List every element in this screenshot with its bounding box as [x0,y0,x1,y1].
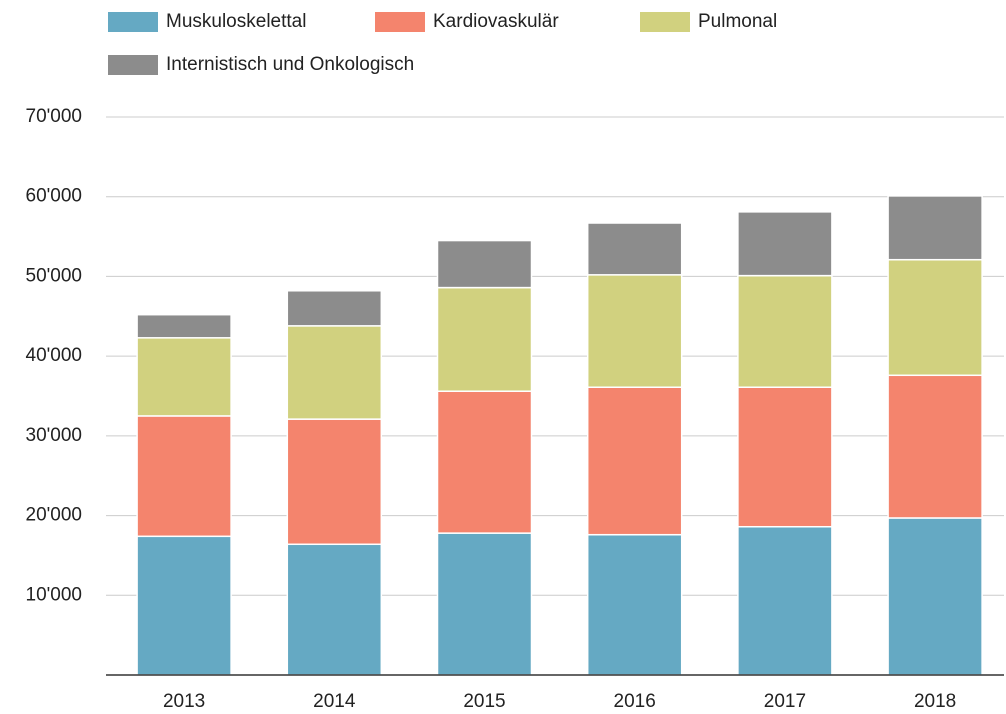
bar-segment [436,286,533,392]
bar-segment [887,517,983,676]
x-tick-label: 2015 [463,691,505,712]
bar-segment [887,258,983,377]
bar-segment [737,386,833,528]
y-tick-label: 10'000 [26,584,82,605]
bar-segment [136,337,232,417]
x-tick-label: 2013 [163,691,205,712]
bar-segment [286,543,383,676]
y-tick-label: 60'000 [26,186,82,207]
bar-segment [286,418,383,546]
bar-segment [887,374,983,519]
bar-segment [586,274,683,388]
bar-segment [436,532,533,676]
legend-swatch [375,12,425,32]
y-tick-label: 70'000 [26,106,82,127]
legend-label: Pulmonal [698,11,777,32]
bar-segment [436,390,533,534]
legend-label: Muskuloskelettal [166,11,306,32]
bar-segment [586,533,683,676]
bar-segment [136,415,232,538]
bar-segment [286,290,383,327]
bar-segment [586,386,683,536]
bar-segment [136,535,232,676]
bar-segment [737,525,833,676]
legend-swatch [640,12,690,32]
x-tick-label: 2014 [313,691,356,712]
bar-segment [136,313,232,339]
y-tick-label: 30'000 [26,425,82,446]
bar-segment [737,274,833,388]
y-tick-label: 50'000 [26,265,82,286]
x-tick-label: 2017 [764,691,806,712]
bar-segment [887,195,983,261]
x-tick-label: 2016 [614,691,656,712]
legend-swatch [108,55,158,75]
bar-segment [737,211,833,277]
y-tick-label: 20'000 [26,505,82,526]
bar-segment [436,239,533,289]
y-tick-label: 40'000 [26,345,82,366]
legend-label: Kardiovaskulär [433,11,559,32]
x-tick-label: 2018 [914,691,956,712]
bar-segment [586,222,683,276]
legend-swatch [108,12,158,32]
bar-segment [286,325,383,420]
legend-label: Internistisch und Onkologisch [166,54,414,75]
